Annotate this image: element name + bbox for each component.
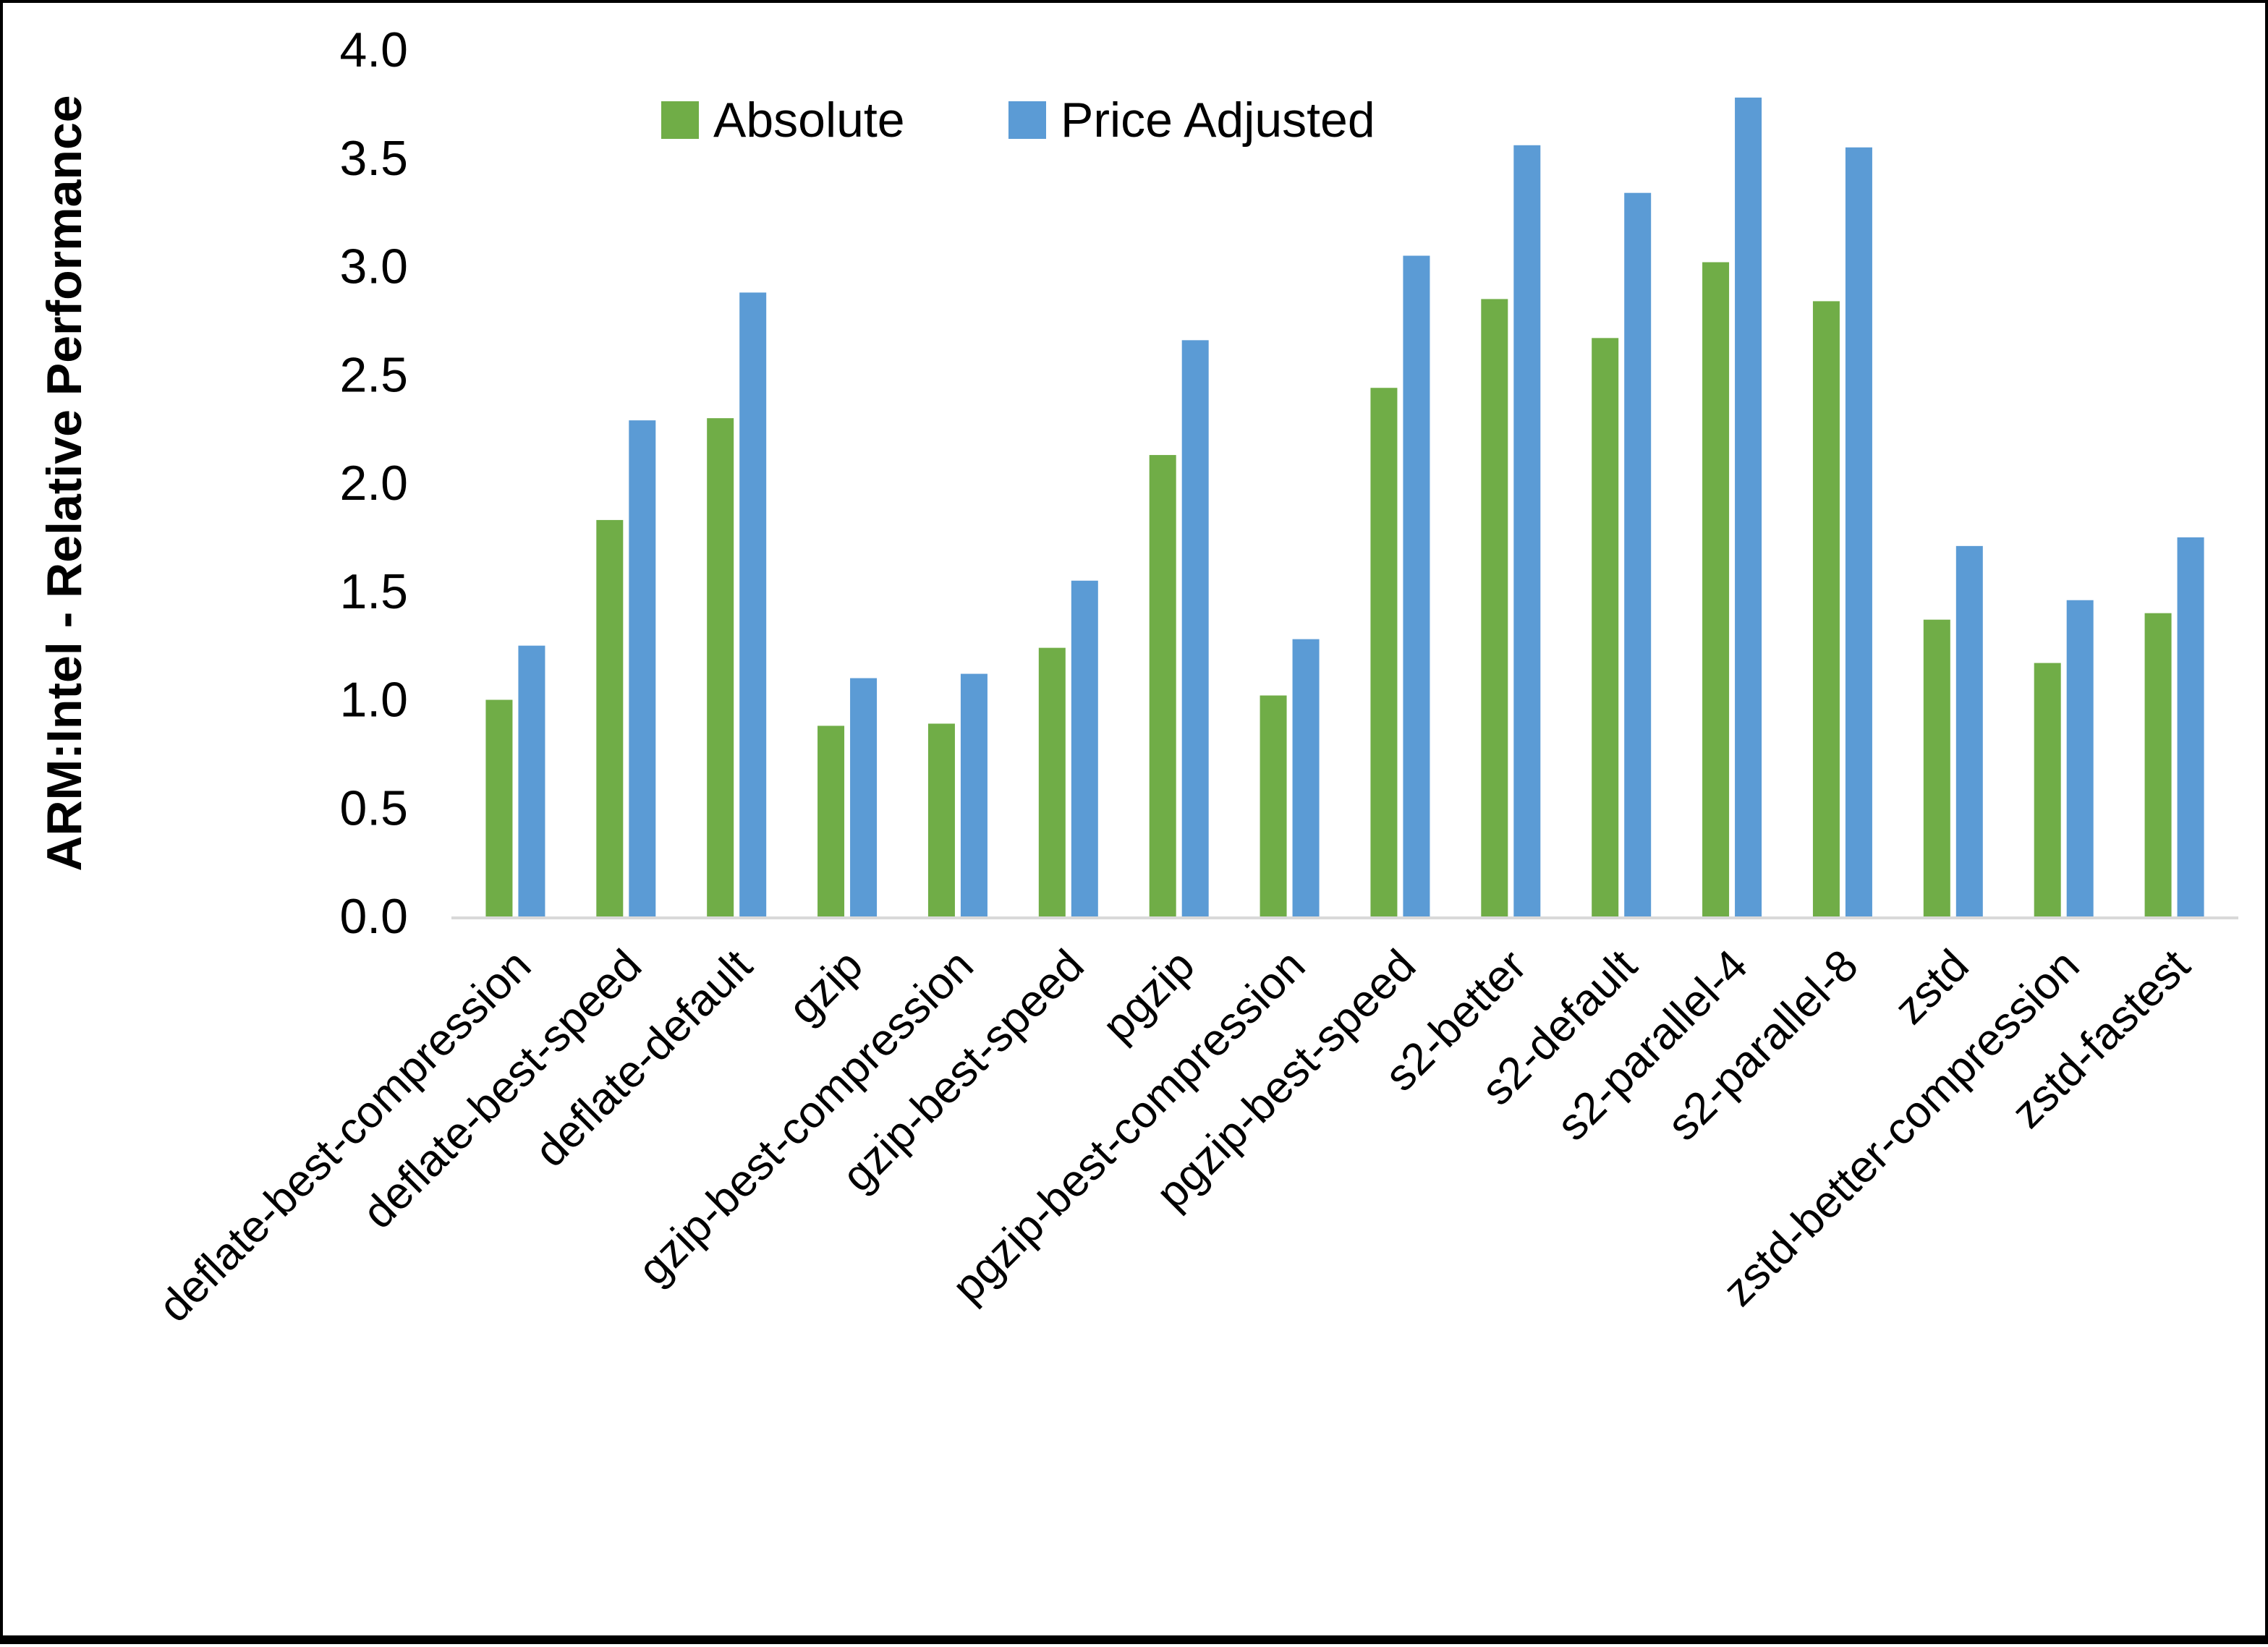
x-category-label: gzip: [779, 940, 872, 1034]
bar-price-adjusted-s2-better: [1513, 145, 1541, 916]
y-tick-label: 2.5: [339, 347, 408, 402]
bar-absolute-zstd-fastest: [2144, 613, 2172, 916]
y-tick-label: 3.5: [339, 131, 408, 186]
y-axis-title-group: ARM:Intel - Relative Performance: [37, 95, 92, 871]
bar-chart: 0.0 0.5 1.0 1.5 2.0 2.5 3.0 3.5 4.0 ARM:Intel - …: [37, 22, 2238, 1332]
y-tick-label: 3.0: [339, 239, 408, 294]
bar-absolute-pgzip: [1149, 455, 1176, 916]
y-axis-title: ARM:Intel - Relative Performance: [37, 95, 92, 871]
bar-price-adjusted-s2-parallel-4: [1735, 97, 1762, 916]
x-axis-line: [451, 916, 2238, 919]
bar-price-adjusted-gzip: [850, 678, 878, 916]
bar-absolute-gzip: [817, 725, 845, 916]
bar-price-adjusted-pgzip: [1181, 340, 1209, 917]
bar-price-adjusted-gzip-best-compression: [960, 673, 988, 916]
bar-price-adjusted-deflate-best-speed: [629, 420, 656, 916]
legend-swatch-price-adjusted: [1008, 101, 1046, 139]
x-category-label: zstd: [1885, 940, 1979, 1034]
y-tick-label: 1.5: [339, 564, 408, 619]
y-tick-label: 0.0: [339, 889, 408, 944]
bar-absolute-pgzip-best-compression: [1260, 695, 1287, 916]
legend: Absolute Price Adjusted: [661, 93, 1375, 148]
bar-price-adjusted-pgzip-best-compression: [1292, 639, 1320, 916]
bar-absolute-s2-parallel-8: [1812, 301, 1840, 916]
bar-price-adjusted-gzip-best-speed: [1071, 580, 1098, 916]
bar-absolute-zstd-better-compression: [2034, 663, 2061, 916]
bar-absolute-deflate-default: [707, 418, 734, 916]
bar-price-adjusted-zstd-fastest: [2177, 537, 2204, 916]
legend-label-price-adjusted: Price Adjusted: [1061, 93, 1375, 148]
bar-price-adjusted-deflate-best-compression: [518, 645, 545, 916]
y-tick-label: 4.0: [339, 22, 408, 77]
plot-area: [485, 97, 2204, 917]
bar-absolute-gzip-best-compression: [927, 723, 955, 916]
bar-absolute-s2-parallel-4: [1702, 262, 1730, 916]
bar-absolute-s2-default: [1592, 338, 1619, 917]
y-tick-label: 1.0: [339, 673, 408, 728]
bar-absolute-deflate-best-compression: [485, 699, 513, 916]
y-tick-label: 2.0: [339, 456, 408, 511]
bar-absolute-zstd: [1923, 619, 1950, 916]
bar-price-adjusted-deflate-default: [739, 292, 767, 916]
x-axis: deflate-best-compressiondeflate-best-spe…: [149, 916, 2238, 1332]
bar-absolute-deflate-best-speed: [596, 519, 624, 916]
bar-price-adjusted-zstd: [1955, 545, 1983, 916]
bar-price-adjusted-pgzip-best-speed: [1403, 255, 1430, 916]
legend-label-absolute: Absolute: [713, 93, 905, 148]
bar-absolute-pgzip-best-speed: [1370, 388, 1398, 916]
legend-swatch-absolute: [661, 101, 699, 139]
y-tick-label: 0.5: [339, 780, 408, 835]
bar-absolute-s2-better: [1481, 299, 1508, 916]
y-axis: 0.0 0.5 1.0 1.5 2.0 2.5 3.0 3.5 4.0: [339, 22, 408, 944]
bar-price-adjusted-s2-default: [1624, 192, 1652, 916]
bar-absolute-gzip-best-speed: [1038, 647, 1066, 916]
bar-price-adjusted-s2-parallel-8: [1845, 147, 1872, 916]
bar-price-adjusted-zstd-better-compression: [2066, 600, 2094, 916]
